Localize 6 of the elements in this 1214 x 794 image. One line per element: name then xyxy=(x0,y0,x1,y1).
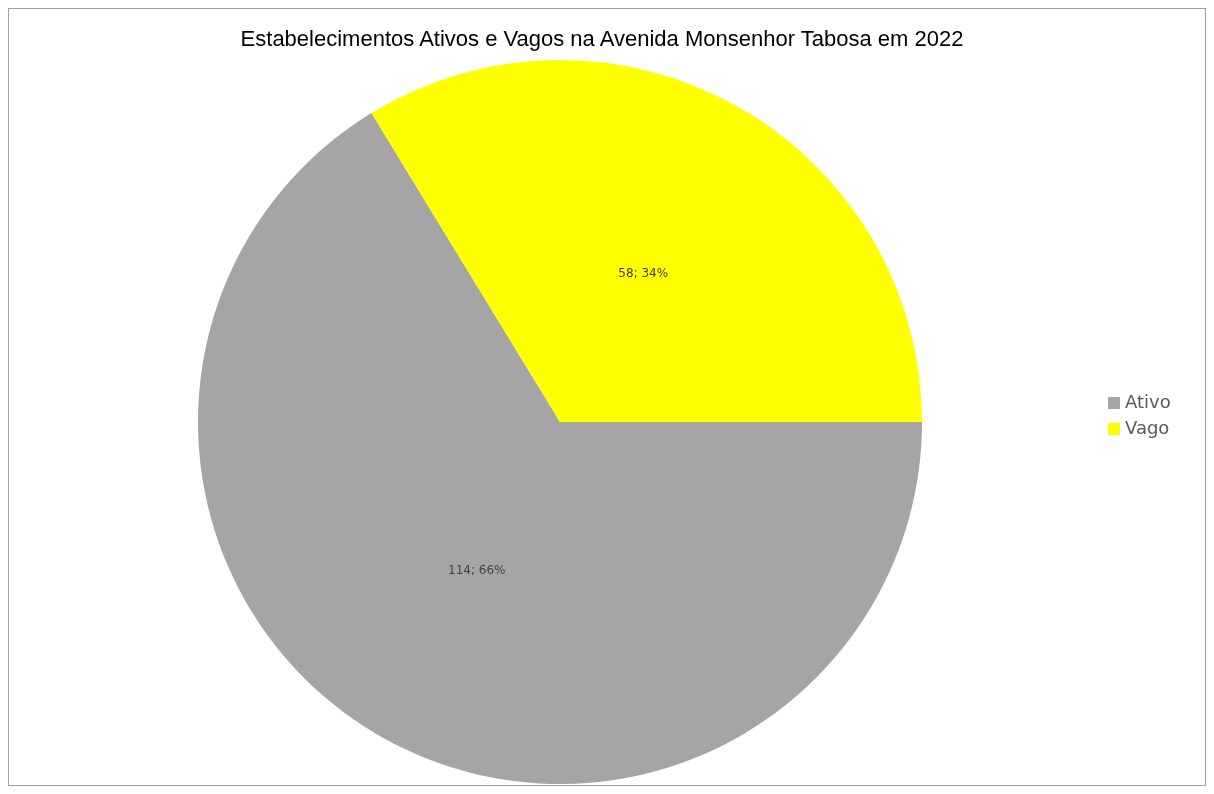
data-label: 114; 66% xyxy=(448,562,506,577)
legend-label: Vago xyxy=(1125,417,1170,438)
legend-label: Ativo xyxy=(1125,391,1171,412)
data-label: 58; 34% xyxy=(618,266,669,281)
chart-title: Estabelecimentos Ativos e Vagos na Avenida Monsenhor Tabosa em 2022 xyxy=(240,26,964,51)
pie-slice xyxy=(371,60,922,422)
